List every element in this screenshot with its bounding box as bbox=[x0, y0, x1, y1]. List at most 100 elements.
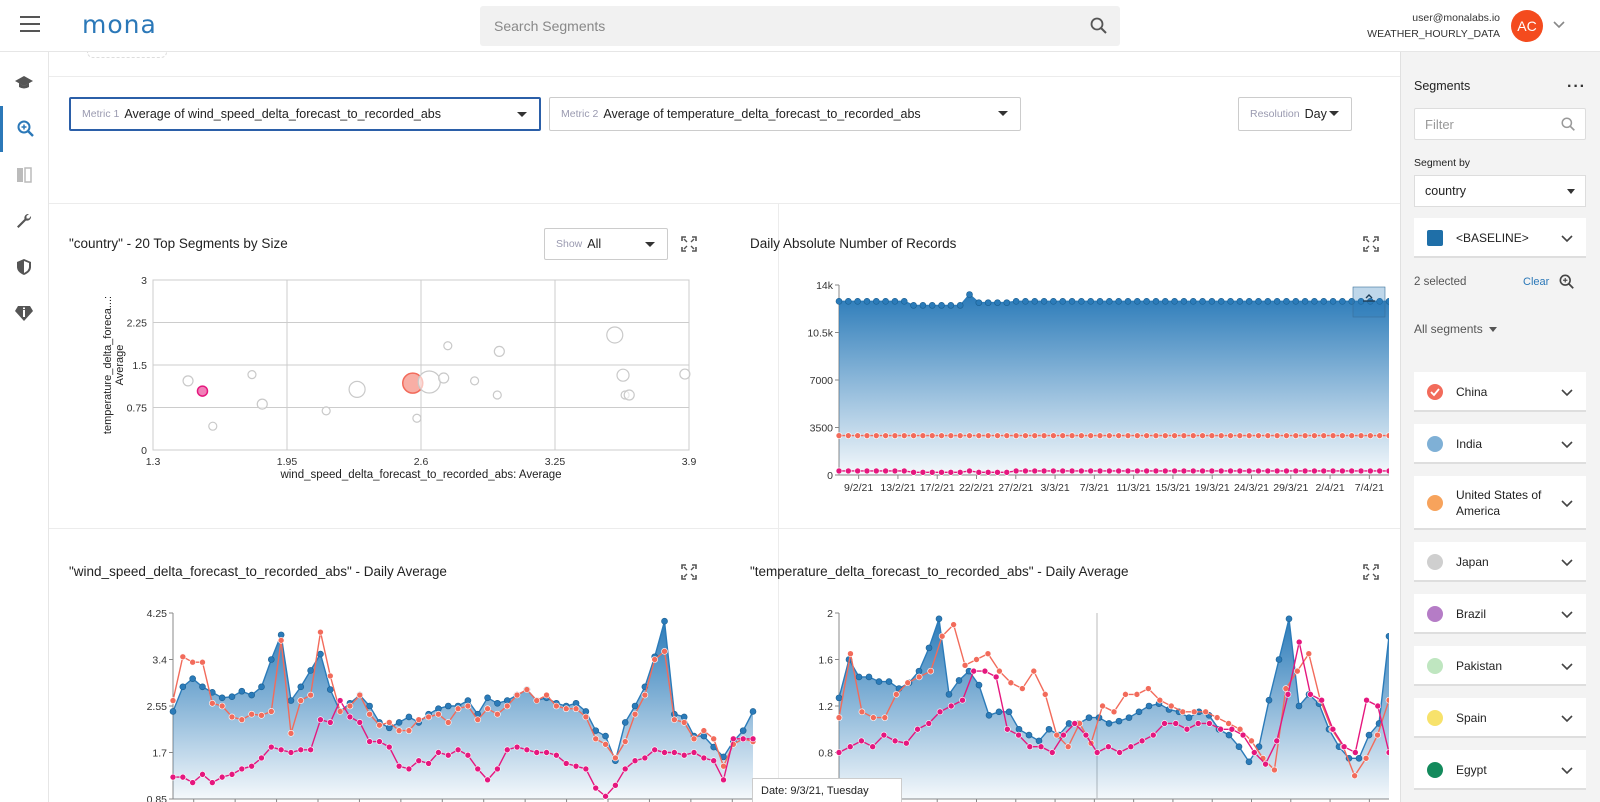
nav-settings[interactable] bbox=[0, 198, 48, 244]
search-icon[interactable] bbox=[1090, 17, 1108, 35]
series-point bbox=[326, 672, 334, 680]
series-point bbox=[863, 297, 871, 305]
filter-input[interactable] bbox=[1415, 109, 1585, 139]
more-options-icon[interactable]: ··· bbox=[1567, 78, 1586, 95]
show-select[interactable]: Show All bbox=[544, 228, 668, 260]
y-tick-label: 1.5 bbox=[132, 360, 147, 372]
clear-link[interactable]: Clear bbox=[1523, 276, 1550, 288]
segment-color-toggle[interactable] bbox=[1427, 606, 1443, 622]
series-point bbox=[1340, 743, 1348, 750]
chevron-down-icon[interactable] bbox=[1560, 659, 1574, 673]
series-point bbox=[1236, 725, 1244, 733]
resolution-select[interactable]: Resolution Day bbox=[1238, 97, 1352, 131]
series-point bbox=[277, 637, 285, 644]
hamburger-menu-icon[interactable] bbox=[20, 16, 40, 32]
chevron-down-icon[interactable] bbox=[1552, 17, 1566, 31]
zoom-in-icon[interactable] bbox=[1559, 274, 1575, 290]
nav-compare[interactable] bbox=[0, 152, 48, 198]
series-point bbox=[680, 713, 688, 721]
segment-color-toggle[interactable] bbox=[1427, 762, 1443, 778]
segment-by-select[interactable]: country bbox=[1414, 175, 1586, 207]
series-point bbox=[671, 749, 678, 756]
chevron-down-icon[interactable] bbox=[1560, 555, 1574, 569]
series-point bbox=[835, 297, 843, 305]
search-icon[interactable] bbox=[1561, 117, 1576, 132]
series-point bbox=[680, 719, 688, 726]
nav-investigate[interactable] bbox=[0, 106, 48, 152]
series-point bbox=[1060, 731, 1067, 739]
segment-by-label: Segment by bbox=[1414, 157, 1471, 169]
series-point bbox=[1180, 432, 1188, 439]
series-point bbox=[189, 675, 196, 682]
segment-color-toggle[interactable] bbox=[1427, 554, 1443, 570]
expand-icon[interactable] bbox=[1363, 564, 1379, 580]
segment-card[interactable]: China bbox=[1414, 372, 1586, 412]
series-point bbox=[356, 719, 364, 726]
segment-card[interactable]: India bbox=[1414, 424, 1586, 464]
segment-color-toggle[interactable] bbox=[1427, 495, 1443, 511]
segment-card[interactable]: Pakistan bbox=[1414, 646, 1586, 686]
series-point bbox=[1376, 432, 1383, 439]
series-point bbox=[582, 713, 590, 721]
series-point bbox=[444, 751, 452, 759]
segment-color-toggle[interactable] bbox=[1427, 658, 1443, 674]
series-point bbox=[855, 673, 863, 681]
all-segments-dropdown[interactable]: All segments bbox=[1414, 322, 1497, 336]
segment-color-toggle[interactable] bbox=[1427, 436, 1443, 452]
nav-security[interactable] bbox=[0, 244, 48, 290]
expand-icon[interactable] bbox=[681, 236, 697, 252]
chevron-down-icon[interactable] bbox=[1560, 496, 1574, 510]
chevron-down-icon[interactable] bbox=[1560, 711, 1574, 725]
series-point bbox=[928, 468, 936, 476]
series-point bbox=[1180, 467, 1188, 475]
series-point bbox=[1004, 725, 1011, 733]
series-point bbox=[268, 656, 275, 663]
chevron-down-icon[interactable] bbox=[1560, 231, 1574, 245]
scatter-point bbox=[616, 368, 630, 382]
segment-color-toggle[interactable] bbox=[1427, 710, 1443, 726]
chevron-down-icon[interactable] bbox=[1560, 607, 1574, 621]
chevron-down-icon[interactable] bbox=[1560, 437, 1574, 451]
metric1-select[interactable]: Metric 1 Average of wind_speed_delta_for… bbox=[69, 97, 541, 131]
series-point bbox=[1030, 667, 1038, 675]
panel-divider-vertical bbox=[778, 204, 779, 802]
caret-down-icon bbox=[1567, 189, 1575, 194]
series-point bbox=[900, 432, 908, 439]
series-point bbox=[425, 760, 432, 767]
search-input[interactable] bbox=[480, 6, 1120, 46]
metric2-select[interactable]: Metric 2 Average of temperature_delta_fo… bbox=[549, 97, 1021, 131]
segment-card[interactable]: Spain bbox=[1414, 698, 1586, 738]
chevron-down-icon[interactable] bbox=[1560, 763, 1574, 777]
segment-card[interactable]: United States of America bbox=[1414, 476, 1586, 530]
nav-learn[interactable] bbox=[0, 60, 48, 106]
series-point bbox=[1115, 467, 1122, 475]
expand-icon[interactable] bbox=[1363, 236, 1379, 252]
series-point bbox=[248, 762, 255, 770]
segment-card[interactable]: Egypt bbox=[1414, 750, 1586, 790]
series-point bbox=[651, 656, 658, 663]
expand-icon[interactable] bbox=[681, 564, 697, 580]
series-point bbox=[366, 710, 373, 718]
baseline-card[interactable]: <BASELINE> bbox=[1414, 218, 1586, 258]
series-point bbox=[464, 751, 472, 759]
series-point bbox=[881, 714, 889, 721]
series-point bbox=[661, 647, 668, 655]
avatar[interactable]: AC bbox=[1511, 10, 1543, 42]
collapsed-handle[interactable] bbox=[87, 52, 167, 58]
series-point bbox=[1003, 468, 1011, 476]
series-point bbox=[1217, 297, 1225, 305]
series-point bbox=[1329, 432, 1337, 439]
segment-color-toggle[interactable] bbox=[1427, 384, 1443, 400]
series-point bbox=[1133, 691, 1141, 698]
segment-card[interactable]: Brazil bbox=[1414, 594, 1586, 634]
series-point bbox=[297, 746, 305, 754]
mona-logo[interactable]: mona bbox=[82, 10, 157, 39]
series-point bbox=[1167, 702, 1175, 710]
series-point bbox=[985, 712, 993, 719]
series-point bbox=[1078, 467, 1085, 475]
series-point bbox=[326, 686, 334, 693]
series-point bbox=[1161, 720, 1168, 727]
chevron-down-icon[interactable] bbox=[1560, 385, 1574, 399]
segment-card[interactable]: Japan bbox=[1414, 542, 1586, 582]
nav-info[interactable] bbox=[0, 290, 48, 336]
